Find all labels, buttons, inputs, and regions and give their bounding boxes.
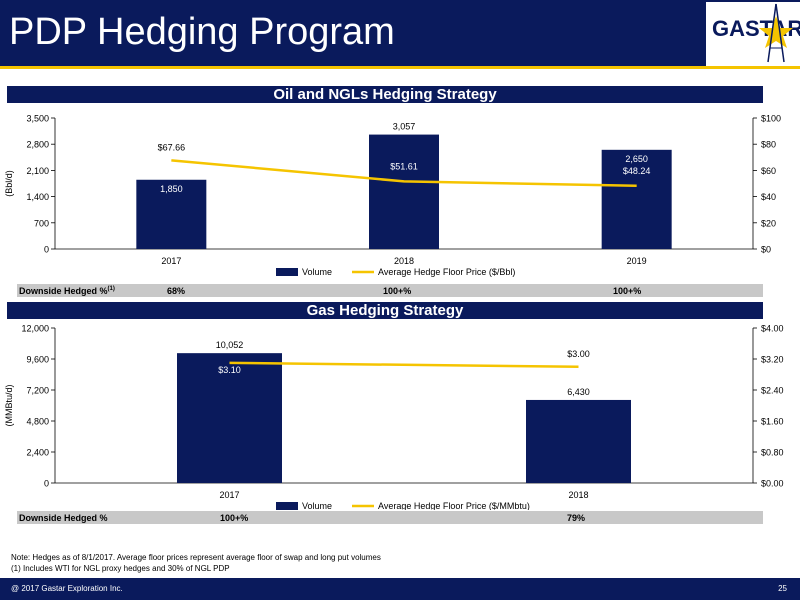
header-accent-line <box>0 66 800 69</box>
oil-x-tick-label: 2018 <box>394 256 414 266</box>
oil-banner: Oil and NGLs Hedging Strategy <box>7 86 763 103</box>
oil-bar-label-2018: 3,057 <box>393 122 416 132</box>
oil-bar-2018 <box>369 134 439 249</box>
gas-bar-label-2017: 10,052 <box>216 340 244 350</box>
oil-hedged-row: Downside Hedged %(1) 68% 100+% 100+% <box>17 284 763 297</box>
oil-x-tick-label: 2019 <box>627 256 647 266</box>
gas-y-tick-label: 2,400 <box>26 448 49 458</box>
oil-bar-label-2017: 1,850 <box>160 184 183 194</box>
slide-footer: @ 2017 Gastar Exploration Inc. 25 <box>0 578 800 600</box>
gas-y2-tick-label: $3.20 <box>761 355 784 365</box>
oil-y-tick-label: 3,500 <box>26 114 49 124</box>
oil-y-tick-label: 0 <box>44 245 49 255</box>
oil-bar-2017 <box>136 179 207 249</box>
oil-y2-tick-label: $40 <box>761 192 776 202</box>
oil-y2-tick-label: $100 <box>761 114 781 124</box>
oil-y-tick-label: 700 <box>34 218 49 228</box>
footnote-line: (1) Includes WTI for NGL proxy hedges an… <box>11 564 230 573</box>
gas-chart: 0 2,400 4,800 7,200 9,600 12,000 $0.00 $0.80 $1.… <box>4 324 784 510</box>
oil-bar-label-2019: 2,650 <box>625 154 648 164</box>
oil-y-tick-label: 1,400 <box>26 192 49 202</box>
gas-bar-2018 <box>526 399 631 483</box>
oil-hedged-label: Downside Hedged % <box>19 286 108 296</box>
gas-hedged-2018: 79% <box>567 513 586 523</box>
oil-y-axis-label: (Bbl/d) <box>4 170 14 197</box>
oil-x-tick-label: 2017 <box>161 256 181 266</box>
slide-header: PDP Hedging Program GASTAR <box>0 0 800 66</box>
oil-y-tick-label: 2,800 <box>26 140 49 150</box>
oil-legend-price-label: Average Hedge Floor Price ($/Bbl) <box>378 267 515 277</box>
company-logo: GASTAR <box>706 2 800 66</box>
gas-y-tick-label: 0 <box>44 479 49 489</box>
gas-price-line <box>229 361 579 368</box>
gas-y-tick-label: 12,000 <box>21 324 49 334</box>
oil-y2-tick-label: $0 <box>761 245 771 255</box>
oil-y2-tick-label: $80 <box>761 140 776 150</box>
gas-y-axis-label: (MMBtu/d) <box>4 384 14 426</box>
gas-y2-tick-label: $0.00 <box>761 479 784 489</box>
gas-x-tick-label: 2018 <box>568 490 588 500</box>
oil-legend-volume-label: Volume <box>302 267 332 277</box>
gas-hedged-row: Downside Hedged % 100+% 79% <box>17 511 763 524</box>
gas-y2-tick-label: $1.60 <box>761 417 784 427</box>
page-number: 25 <box>778 584 787 593</box>
gas-price-label-2018: $3.00 <box>567 349 590 359</box>
oil-bar-2019 <box>601 149 672 249</box>
oil-price-label-2019: $48.24 <box>623 166 651 176</box>
gas-legend-price-label: Average Hedge Floor Price ($/MMbtu) <box>378 501 530 510</box>
oil-hedged-2017: 68% <box>167 286 186 296</box>
oil-hedged-2019: 100+% <box>613 286 642 296</box>
oil-hedged-2018: 100+% <box>383 286 412 296</box>
gas-y-tick-label: 9,600 <box>26 355 49 365</box>
gas-price-label-2017: $3.10 <box>218 365 241 375</box>
oil-price-line <box>171 159 637 188</box>
oil-price-label-2018: $51.61 <box>390 161 418 171</box>
oil-hedged-footnote: (1) <box>107 286 115 292</box>
gas-y2-tick-label: $4.00 <box>761 324 784 334</box>
gas-x-tick-label: 2017 <box>219 490 239 500</box>
oil-y2-tick-label: $60 <box>761 166 776 176</box>
gas-legend-volume-swatch <box>276 502 298 510</box>
derrick-star-icon <box>759 3 793 63</box>
gas-y2-tick-label: $0.80 <box>761 448 784 458</box>
oil-chart: 0 700 1,400 2,100 2,800 3,500 $0 $20 $40 $60 $80 $1… <box>4 114 781 278</box>
gas-y-tick-label: 4,800 <box>26 417 49 427</box>
oil-y-tick-label: 2,100 <box>26 166 49 176</box>
gas-legend-volume-label: Volume <box>302 501 332 510</box>
gas-hedged-2017: 100+% <box>220 513 249 523</box>
oil-price-label-2017: $67.66 <box>158 142 186 152</box>
oil-y2-tick-label: $20 <box>761 218 776 228</box>
slide-title: PDP Hedging Program <box>9 11 395 53</box>
gas-y-tick-label: 7,200 <box>26 386 49 396</box>
gas-banner: Gas Hedging Strategy <box>7 302 763 319</box>
note-line: Note: Hedges as of 8/1/2017. Average flo… <box>11 553 381 562</box>
gas-bar-2017 <box>177 353 282 483</box>
gas-hedged-label: Downside Hedged % <box>19 513 108 523</box>
gas-bar-label-2018: 6,430 <box>567 387 590 397</box>
gas-y2-tick-label: $2.40 <box>761 386 784 396</box>
oil-legend-volume-swatch <box>276 268 298 276</box>
copyright: @ 2017 Gastar Exploration Inc. <box>11 584 123 593</box>
